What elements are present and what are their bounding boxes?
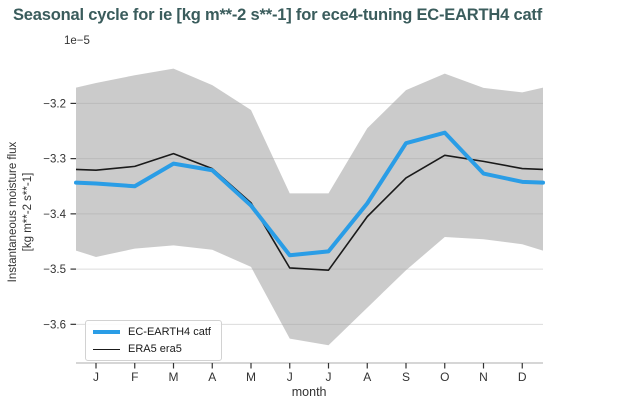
x-tick-label: J bbox=[326, 370, 332, 384]
model-line bbox=[74, 130, 545, 258]
legend-label-reference: ERA5 era5 bbox=[128, 343, 182, 355]
x-axis-label: month bbox=[292, 385, 327, 399]
legend-label-model: EC-EARTH4 catf bbox=[128, 326, 211, 338]
x-tick-label: A bbox=[208, 370, 216, 384]
x-tick-label: M bbox=[169, 370, 179, 384]
x-tick-label: A bbox=[363, 370, 371, 384]
y-tick-label: −3.2 bbox=[43, 98, 66, 110]
y-tick-label: −3.5 bbox=[43, 264, 66, 276]
x-tick-label: S bbox=[402, 370, 410, 384]
x-tick-label: O bbox=[440, 370, 449, 384]
y-tick-label: −3.3 bbox=[43, 154, 66, 166]
x-tick-label: F bbox=[131, 370, 138, 384]
reference-line bbox=[75, 152, 544, 271]
legend-item-model: EC-EARTH4 catf bbox=[93, 325, 211, 339]
x-tick-label: J bbox=[93, 370, 99, 384]
y-scale-offset-label: 1e−5 bbox=[64, 35, 90, 47]
legend: EC-EARTH4 catf ERA5 era5 bbox=[85, 320, 222, 361]
model-line-swatch bbox=[93, 330, 120, 334]
y-tick-label: −3.6 bbox=[43, 319, 66, 331]
reference-line-swatch bbox=[93, 348, 120, 350]
x-tick-label: J bbox=[287, 370, 293, 384]
x-tick-label: D bbox=[518, 370, 527, 384]
x-tick-label: M bbox=[246, 370, 256, 384]
legend-item-reference: ERA5 era5 bbox=[93, 342, 211, 356]
variability-band bbox=[76, 68, 543, 346]
x-tick-label: N bbox=[479, 370, 488, 384]
y-tick-label: −3.4 bbox=[43, 209, 66, 221]
page-title: Seasonal cycle for ie [kg m**-2 s**-1] f… bbox=[13, 6, 543, 24]
